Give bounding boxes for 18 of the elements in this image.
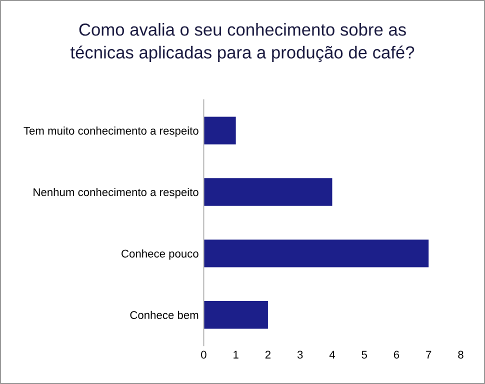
y-tick-label: Conhece bem	[130, 310, 198, 320]
x-tick-label: 1	[234, 350, 238, 359]
x-tick-label: 7	[426, 350, 432, 359]
x-tick-label: 4	[329, 350, 335, 359]
bar	[204, 116, 236, 144]
x-tick-label: 3	[297, 350, 303, 359]
x-tick-label: 8	[458, 350, 464, 359]
y-tick-label: Nenhum conhecimento a respeito	[34, 188, 198, 198]
chart-title: Como avalia o seu conhecimento sobre as técnicas aplicadas para a produção de café?	[70, 23, 414, 62]
x-tick-label: 2	[265, 350, 270, 359]
x-tick-label: 6	[394, 350, 400, 359]
y-tick-label: Tem muito conhecimento a respeito	[24, 126, 198, 137]
bar	[204, 178, 332, 206]
y-tick-label: Conhece pouco	[122, 249, 198, 260]
bar	[204, 240, 429, 268]
x-tick-label: 5	[362, 350, 367, 359]
bar	[204, 301, 268, 329]
x-tick-label: 0	[201, 350, 206, 359]
